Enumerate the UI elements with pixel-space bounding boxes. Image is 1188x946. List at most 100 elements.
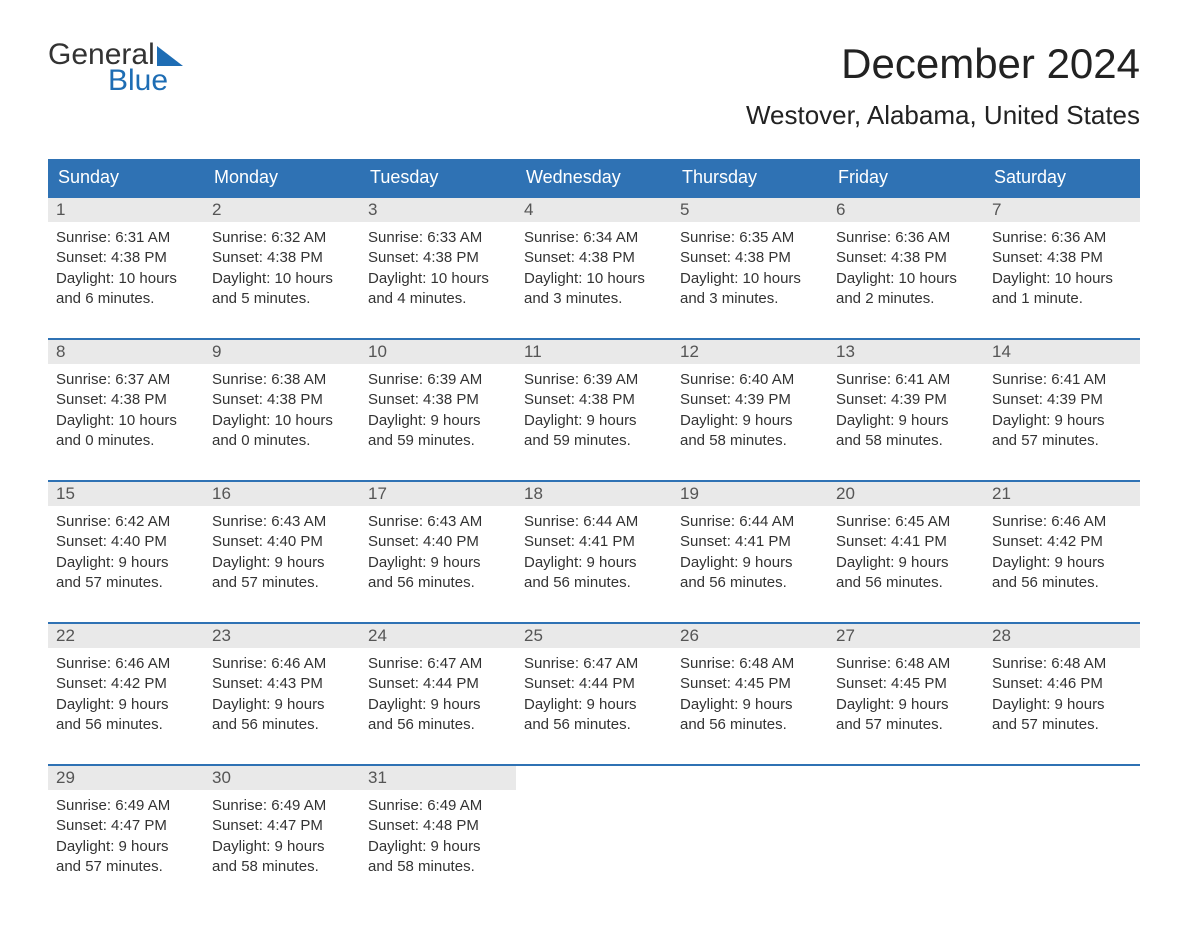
day-details: Sunrise: 6:43 AMSunset: 4:40 PMDaylight:… xyxy=(360,506,516,593)
day-number: 12 xyxy=(672,340,828,364)
day-cell: 19Sunrise: 6:44 AMSunset: 4:41 PMDayligh… xyxy=(672,482,828,602)
day-cell: 26Sunrise: 6:48 AMSunset: 4:45 PMDayligh… xyxy=(672,624,828,744)
day-cell: 3Sunrise: 6:33 AMSunset: 4:38 PMDaylight… xyxy=(360,198,516,318)
day-number: 28 xyxy=(984,624,1140,648)
week-row: 8Sunrise: 6:37 AMSunset: 4:38 PMDaylight… xyxy=(48,338,1140,460)
day-header-cell: Thursday xyxy=(672,159,828,196)
day-details: Sunrise: 6:42 AMSunset: 4:40 PMDaylight:… xyxy=(48,506,204,593)
day-header-cell: Wednesday xyxy=(516,159,672,196)
day-number: 18 xyxy=(516,482,672,506)
day-details: Sunrise: 6:46 AMSunset: 4:42 PMDaylight:… xyxy=(984,506,1140,593)
day-details: Sunrise: 6:40 AMSunset: 4:39 PMDaylight:… xyxy=(672,364,828,451)
day-details: Sunrise: 6:38 AMSunset: 4:38 PMDaylight:… xyxy=(204,364,360,451)
day-cell: 18Sunrise: 6:44 AMSunset: 4:41 PMDayligh… xyxy=(516,482,672,602)
day-cell: 21Sunrise: 6:46 AMSunset: 4:42 PMDayligh… xyxy=(984,482,1140,602)
day-number: 24 xyxy=(360,624,516,648)
logo: General Blue xyxy=(48,40,183,96)
day-cell: 4Sunrise: 6:34 AMSunset: 4:38 PMDaylight… xyxy=(516,198,672,318)
day-number: 13 xyxy=(828,340,984,364)
day-number: 19 xyxy=(672,482,828,506)
day-header-cell: Tuesday xyxy=(360,159,516,196)
page-header: General Blue December 2024 Westover, Ala… xyxy=(48,40,1140,131)
day-cell: 31Sunrise: 6:49 AMSunset: 4:48 PMDayligh… xyxy=(360,766,516,886)
week-row: 15Sunrise: 6:42 AMSunset: 4:40 PMDayligh… xyxy=(48,480,1140,602)
empty-cell xyxy=(984,766,1140,886)
day-cell: 8Sunrise: 6:37 AMSunset: 4:38 PMDaylight… xyxy=(48,340,204,460)
day-details: Sunrise: 6:46 AMSunset: 4:43 PMDaylight:… xyxy=(204,648,360,735)
day-details: Sunrise: 6:33 AMSunset: 4:38 PMDaylight:… xyxy=(360,222,516,309)
day-number: 1 xyxy=(48,198,204,222)
day-number: 15 xyxy=(48,482,204,506)
day-number: 25 xyxy=(516,624,672,648)
day-header-cell: Saturday xyxy=(984,159,1140,196)
day-cell: 27Sunrise: 6:48 AMSunset: 4:45 PMDayligh… xyxy=(828,624,984,744)
day-details: Sunrise: 6:48 AMSunset: 4:45 PMDaylight:… xyxy=(828,648,984,735)
day-number: 5 xyxy=(672,198,828,222)
day-cell: 6Sunrise: 6:36 AMSunset: 4:38 PMDaylight… xyxy=(828,198,984,318)
empty-cell xyxy=(516,766,672,886)
day-cell: 11Sunrise: 6:39 AMSunset: 4:38 PMDayligh… xyxy=(516,340,672,460)
day-cell: 20Sunrise: 6:45 AMSunset: 4:41 PMDayligh… xyxy=(828,482,984,602)
day-number: 26 xyxy=(672,624,828,648)
day-details: Sunrise: 6:46 AMSunset: 4:42 PMDaylight:… xyxy=(48,648,204,735)
day-number: 16 xyxy=(204,482,360,506)
week-row: 22Sunrise: 6:46 AMSunset: 4:42 PMDayligh… xyxy=(48,622,1140,744)
day-number: 31 xyxy=(360,766,516,790)
day-cell: 16Sunrise: 6:43 AMSunset: 4:40 PMDayligh… xyxy=(204,482,360,602)
day-details: Sunrise: 6:36 AMSunset: 4:38 PMDaylight:… xyxy=(828,222,984,309)
day-cell: 25Sunrise: 6:47 AMSunset: 4:44 PMDayligh… xyxy=(516,624,672,744)
day-cell: 14Sunrise: 6:41 AMSunset: 4:39 PMDayligh… xyxy=(984,340,1140,460)
month-title: December 2024 xyxy=(746,40,1140,88)
day-number: 20 xyxy=(828,482,984,506)
day-details: Sunrise: 6:48 AMSunset: 4:46 PMDaylight:… xyxy=(984,648,1140,735)
day-header: SundayMondayTuesdayWednesdayThursdayFrid… xyxy=(48,159,1140,196)
day-cell: 22Sunrise: 6:46 AMSunset: 4:42 PMDayligh… xyxy=(48,624,204,744)
day-details: Sunrise: 6:41 AMSunset: 4:39 PMDaylight:… xyxy=(828,364,984,451)
day-number: 11 xyxy=(516,340,672,364)
day-cell: 9Sunrise: 6:38 AMSunset: 4:38 PMDaylight… xyxy=(204,340,360,460)
day-number: 22 xyxy=(48,624,204,648)
day-cell: 12Sunrise: 6:40 AMSunset: 4:39 PMDayligh… xyxy=(672,340,828,460)
weeks: 1Sunrise: 6:31 AMSunset: 4:38 PMDaylight… xyxy=(48,196,1140,886)
day-number: 9 xyxy=(204,340,360,364)
day-details: Sunrise: 6:49 AMSunset: 4:48 PMDaylight:… xyxy=(360,790,516,877)
day-number: 30 xyxy=(204,766,360,790)
day-number: 10 xyxy=(360,340,516,364)
day-cell: 28Sunrise: 6:48 AMSunset: 4:46 PMDayligh… xyxy=(984,624,1140,744)
day-cell: 24Sunrise: 6:47 AMSunset: 4:44 PMDayligh… xyxy=(360,624,516,744)
day-details: Sunrise: 6:39 AMSunset: 4:38 PMDaylight:… xyxy=(516,364,672,451)
day-details: Sunrise: 6:34 AMSunset: 4:38 PMDaylight:… xyxy=(516,222,672,309)
calendar: SundayMondayTuesdayWednesdayThursdayFrid… xyxy=(48,159,1140,886)
week-row: 29Sunrise: 6:49 AMSunset: 4:47 PMDayligh… xyxy=(48,764,1140,886)
day-number: 14 xyxy=(984,340,1140,364)
day-details: Sunrise: 6:49 AMSunset: 4:47 PMDaylight:… xyxy=(204,790,360,877)
day-cell: 17Sunrise: 6:43 AMSunset: 4:40 PMDayligh… xyxy=(360,482,516,602)
empty-cell xyxy=(828,766,984,886)
day-cell: 23Sunrise: 6:46 AMSunset: 4:43 PMDayligh… xyxy=(204,624,360,744)
day-details: Sunrise: 6:47 AMSunset: 4:44 PMDaylight:… xyxy=(516,648,672,735)
day-cell: 10Sunrise: 6:39 AMSunset: 4:38 PMDayligh… xyxy=(360,340,516,460)
day-cell: 15Sunrise: 6:42 AMSunset: 4:40 PMDayligh… xyxy=(48,482,204,602)
day-details: Sunrise: 6:31 AMSunset: 4:38 PMDaylight:… xyxy=(48,222,204,309)
day-details: Sunrise: 6:39 AMSunset: 4:38 PMDaylight:… xyxy=(360,364,516,451)
day-cell: 2Sunrise: 6:32 AMSunset: 4:38 PMDaylight… xyxy=(204,198,360,318)
day-details: Sunrise: 6:37 AMSunset: 4:38 PMDaylight:… xyxy=(48,364,204,451)
day-number: 4 xyxy=(516,198,672,222)
day-number: 29 xyxy=(48,766,204,790)
day-header-cell: Sunday xyxy=(48,159,204,196)
day-details: Sunrise: 6:32 AMSunset: 4:38 PMDaylight:… xyxy=(204,222,360,309)
day-cell: 7Sunrise: 6:36 AMSunset: 4:38 PMDaylight… xyxy=(984,198,1140,318)
day-details: Sunrise: 6:44 AMSunset: 4:41 PMDaylight:… xyxy=(672,506,828,593)
day-number: 7 xyxy=(984,198,1140,222)
day-number: 27 xyxy=(828,624,984,648)
week-row: 1Sunrise: 6:31 AMSunset: 4:38 PMDaylight… xyxy=(48,196,1140,318)
day-details: Sunrise: 6:47 AMSunset: 4:44 PMDaylight:… xyxy=(360,648,516,735)
day-cell: 5Sunrise: 6:35 AMSunset: 4:38 PMDaylight… xyxy=(672,198,828,318)
day-cell: 13Sunrise: 6:41 AMSunset: 4:39 PMDayligh… xyxy=(828,340,984,460)
day-details: Sunrise: 6:49 AMSunset: 4:47 PMDaylight:… xyxy=(48,790,204,877)
day-details: Sunrise: 6:45 AMSunset: 4:41 PMDaylight:… xyxy=(828,506,984,593)
day-details: Sunrise: 6:43 AMSunset: 4:40 PMDaylight:… xyxy=(204,506,360,593)
day-header-cell: Monday xyxy=(204,159,360,196)
day-number: 2 xyxy=(204,198,360,222)
location: Westover, Alabama, United States xyxy=(746,100,1140,131)
